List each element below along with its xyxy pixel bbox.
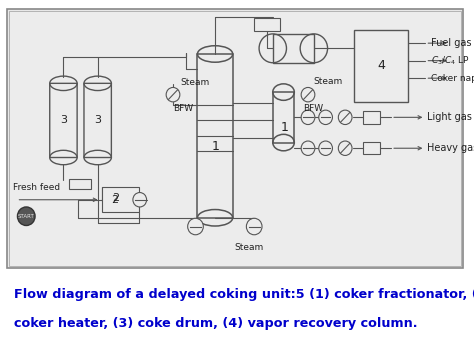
Bar	[101, 187, 139, 212]
Text: Light gas oil: Light gas oil	[428, 112, 474, 122]
Circle shape	[338, 110, 352, 125]
Text: BFW: BFW	[303, 104, 323, 113]
Text: START: START	[18, 214, 35, 219]
Text: Heavy gas oil: Heavy gas oil	[428, 143, 474, 153]
Circle shape	[18, 207, 35, 225]
Circle shape	[338, 141, 352, 155]
Bar	[198, 54, 233, 218]
Text: 3: 3	[94, 115, 101, 125]
Bar	[273, 92, 294, 143]
Circle shape	[319, 110, 332, 125]
Bar	[273, 34, 314, 63]
Circle shape	[246, 218, 262, 235]
Text: 2: 2	[111, 195, 118, 205]
Bar	[273, 34, 314, 63]
Bar	[69, 179, 91, 190]
Circle shape	[133, 192, 146, 207]
Circle shape	[188, 218, 203, 235]
Text: BFW: BFW	[173, 104, 193, 113]
Text: 1: 1	[212, 140, 220, 153]
Text: 2: 2	[112, 193, 119, 203]
Bar	[273, 92, 294, 143]
Text: 1: 1	[281, 121, 289, 134]
Text: coker heater, (3) coke drum, (4) vapor recovery column.: coker heater, (3) coke drum, (4) vapor r…	[14, 317, 418, 331]
Text: Steam: Steam	[235, 242, 264, 252]
Bar	[198, 54, 233, 218]
Bar	[355, 30, 408, 102]
Circle shape	[301, 87, 315, 102]
Text: $C_3/C_4$ LP: $C_3/C_4$ LP	[431, 54, 470, 67]
Text: Coker naphtha: Coker naphtha	[431, 74, 474, 83]
Text: 3: 3	[60, 115, 67, 125]
Circle shape	[166, 87, 180, 102]
Text: Fuel gas: Fuel gas	[431, 38, 472, 48]
Circle shape	[319, 141, 332, 155]
Text: Steam: Steam	[181, 78, 210, 87]
Bar	[363, 142, 381, 154]
Bar	[254, 18, 280, 31]
Text: Flow diagram of a delayed coking unit:5 (1) coker fractionator, (2): Flow diagram of a delayed coking unit:5 …	[14, 288, 474, 301]
Circle shape	[301, 110, 315, 125]
Bar	[363, 111, 381, 124]
Circle shape	[301, 141, 315, 155]
Text: START: START	[18, 214, 35, 219]
Text: Fresh feed: Fresh feed	[13, 183, 60, 192]
Text: Steam: Steam	[313, 77, 342, 86]
Text: 4: 4	[377, 59, 385, 72]
